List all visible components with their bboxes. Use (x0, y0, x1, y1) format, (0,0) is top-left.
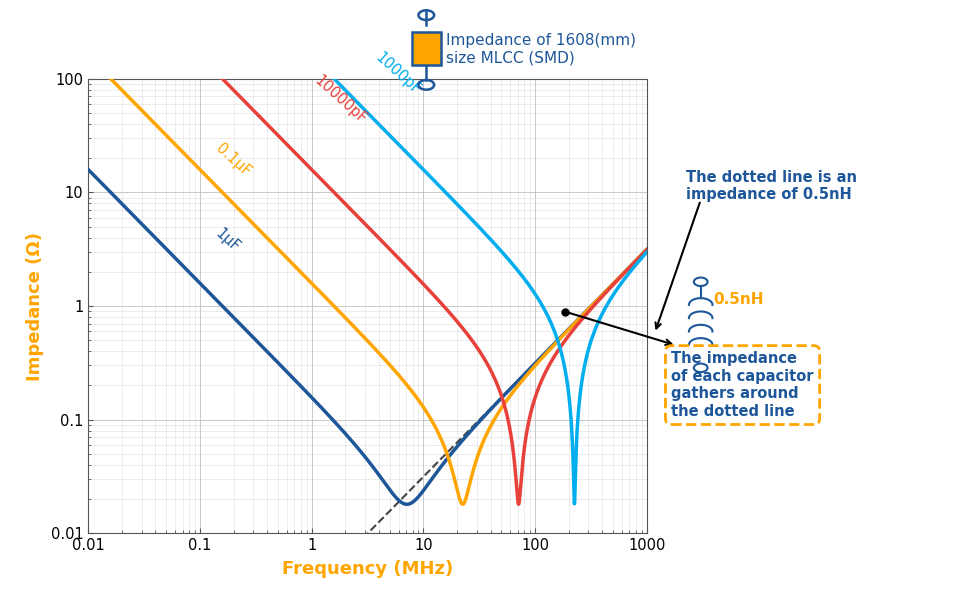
Text: 0.5nH: 0.5nH (713, 293, 764, 307)
Text: 1μF: 1μF (213, 226, 243, 255)
Text: 0.1μF: 0.1μF (213, 141, 253, 179)
Text: 10000pF: 10000pF (312, 72, 369, 127)
Text: 1000pF: 1000pF (372, 50, 423, 98)
X-axis label: Frequency (MHz): Frequency (MHz) (282, 560, 453, 578)
Text: Impedance of 1608(mm)
size MLCC (SMD): Impedance of 1608(mm) size MLCC (SMD) (446, 33, 636, 65)
Text: The dotted line is an
impedance of 0.5nH: The dotted line is an impedance of 0.5nH (686, 170, 857, 202)
Text: The impedance
of each capacitor
gathers around
the dotted line: The impedance of each capacitor gathers … (671, 351, 813, 419)
Y-axis label: Impedance (Ω): Impedance (Ω) (25, 231, 44, 381)
